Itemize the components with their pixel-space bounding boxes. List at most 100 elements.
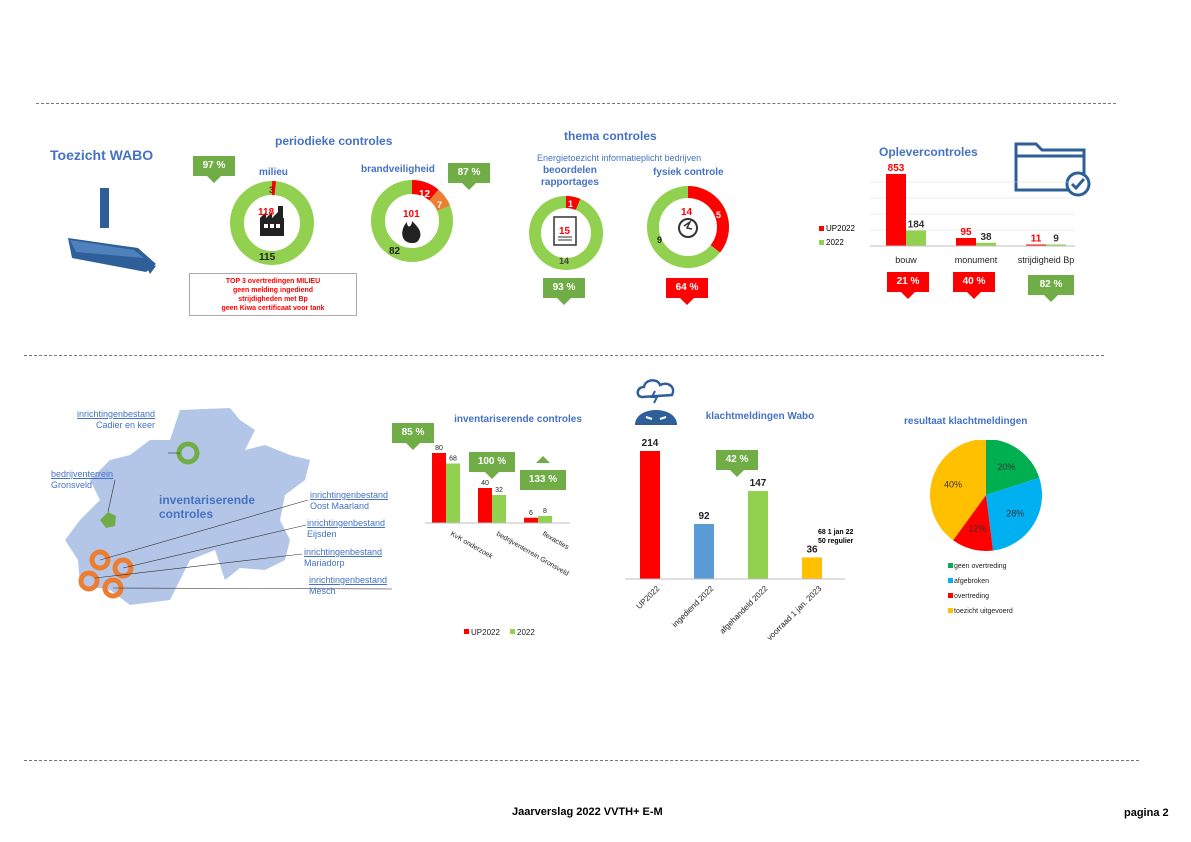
milieu-label: milieu	[259, 167, 288, 178]
legend-swatch	[510, 629, 515, 634]
legend-2022: 2022	[819, 236, 855, 250]
map-label-eijsden: inrichtingenbestand Eijsden	[307, 518, 386, 539]
bar-value-label: 95	[960, 227, 972, 238]
bar-up2022	[956, 237, 976, 246]
gronsveld-pct-badge: 100 %	[469, 452, 515, 479]
category-label: bouw	[895, 255, 917, 265]
category-label: voorraad 1 jan. 2023	[765, 584, 824, 643]
pie-pct-label: 12%	[968, 524, 986, 534]
bar-value-label: 6	[529, 510, 533, 517]
pie-slice	[930, 440, 986, 541]
bar-value-label: 853	[888, 163, 905, 174]
bar-2022	[1046, 244, 1066, 246]
bar-2022	[906, 230, 926, 246]
fys-value-5: 5	[716, 210, 722, 220]
divider-top	[36, 103, 1116, 104]
map-label-oostmaarland: inrichtingenbestand Oost Maarland	[310, 490, 389, 511]
legend-swatch	[948, 608, 953, 613]
bar-value-label: 184	[908, 219, 925, 230]
chart-title: inventariserende controles	[454, 414, 582, 425]
fys-label: fysiek controle	[653, 167, 724, 178]
security-camera-icon	[68, 188, 156, 274]
category-label: KvK onderzoek	[449, 531, 494, 561]
oplever-chart: 853 184 bouw 95 38 monument 11 9 strijdigheid Bp	[870, 163, 1075, 265]
thema-title: thema controles	[564, 129, 657, 143]
milieu-center-value: 118	[258, 207, 275, 218]
brand-value-7: 7	[437, 200, 443, 210]
milieu-ring-top: 3	[269, 185, 275, 195]
oplever-title: Oplevercontroles	[879, 145, 978, 159]
kvk-pct-badge: 85 %	[392, 423, 434, 450]
category-label: flexacties	[541, 531, 570, 552]
legend-swatch	[948, 578, 953, 583]
legend-swatch	[948, 593, 953, 598]
strijdigheid-pct-badge: 82 %	[1028, 275, 1074, 302]
bar-up2022	[432, 453, 446, 523]
map-label-cadier: inrichtingenbestand Cadier en keer	[77, 409, 156, 430]
bar-value-label: 214	[642, 438, 659, 449]
folder-check-icon	[1014, 142, 1091, 197]
rap-pct-badge: 93 %	[543, 278, 585, 305]
brand-pct-badge: 87 %	[448, 163, 490, 190]
klacht-pct-badge: 42 %	[716, 450, 758, 477]
monument-pct-badge: 40 %	[953, 272, 995, 299]
brand-label: brandveiligheid	[361, 164, 435, 175]
legend-label: overtreding	[954, 593, 989, 600]
pie-pct-label: 28%	[1006, 509, 1024, 519]
section-title: Toezicht WABO	[50, 147, 154, 163]
map-label-mariadorp: inrichtingenbestand Mariadorp	[304, 547, 383, 568]
divider-bottom	[24, 760, 1139, 761]
bar-value-label: 147	[750, 478, 767, 489]
resultaat-pie: 20% 28% 12% 40% geen overtreding afgebroken ov…	[930, 440, 1042, 615]
category-label: ingediend 2022	[670, 584, 715, 629]
pie-pct-label: 40%	[944, 479, 962, 489]
municipality-map	[65, 408, 393, 605]
category-label: afgehandeld 2022	[718, 584, 770, 636]
flexacties-pct-badge: 133 %	[520, 456, 566, 497]
bar-up2022	[478, 488, 492, 523]
resultaat-title: resultaat klachtmeldingen	[904, 416, 1028, 427]
category-label: UP2022	[635, 584, 662, 611]
pie-slice	[986, 440, 1040, 495]
category-label: monument	[955, 255, 998, 265]
page-number: pagina 2	[1124, 807, 1169, 819]
angry-cloud-icon	[635, 379, 677, 425]
legend-label: 2022	[517, 628, 535, 637]
bar-value-label: 92	[698, 511, 710, 522]
rap-value-14: 14	[559, 256, 570, 266]
klacht-bar	[802, 557, 822, 579]
footer-title: Jaarverslag 2022 VVTH+ E-M	[512, 806, 663, 818]
legend-label: afgebroken	[954, 578, 989, 585]
bar-value-label: 11	[1031, 234, 1042, 245]
periodiek-title: periodieke controles	[275, 134, 393, 148]
oplever-legend: UP2022 2022	[819, 222, 855, 250]
fys-pct-badge: 64 %	[666, 278, 708, 305]
divider-middle	[24, 355, 1104, 356]
bar-value-label: 8	[543, 508, 547, 515]
fys-donut	[647, 186, 729, 268]
legend-label: geen overtreding	[954, 563, 1007, 570]
category-label: strijdigheid Bp	[1018, 255, 1075, 265]
milieu-donut	[230, 181, 314, 265]
chart-title: klachtmeldingen Wabo	[706, 411, 815, 422]
pie-pct-label: 20%	[997, 462, 1015, 472]
bar-value-label: 68	[449, 456, 457, 463]
bar-value-label: 80	[435, 445, 443, 452]
map-label-gronsveld: bedrijventerrein Gronsveld	[51, 469, 114, 490]
klacht-chart: klachtmeldingen Wabo 214 UP2022 92 ingediend…	[625, 411, 845, 643]
fys-center-value: 14	[681, 207, 693, 218]
pie-slice	[986, 477, 1042, 551]
fys-value-9: 9	[657, 235, 663, 245]
brand-donut	[371, 180, 453, 262]
legend-label: UP2022	[471, 628, 500, 637]
map-title: inventariserende controles	[159, 493, 256, 521]
bar-value-label: 9	[1053, 234, 1059, 245]
pie-slice	[953, 495, 994, 551]
klacht-bar	[640, 451, 660, 579]
bar-value-label: 40	[481, 480, 489, 487]
bar-2022	[976, 242, 996, 246]
bar-value-label: 32	[495, 487, 503, 494]
bar-2022	[446, 463, 460, 523]
bar-2022	[538, 516, 552, 523]
rap-label: beoordelen rapportages	[541, 165, 599, 188]
